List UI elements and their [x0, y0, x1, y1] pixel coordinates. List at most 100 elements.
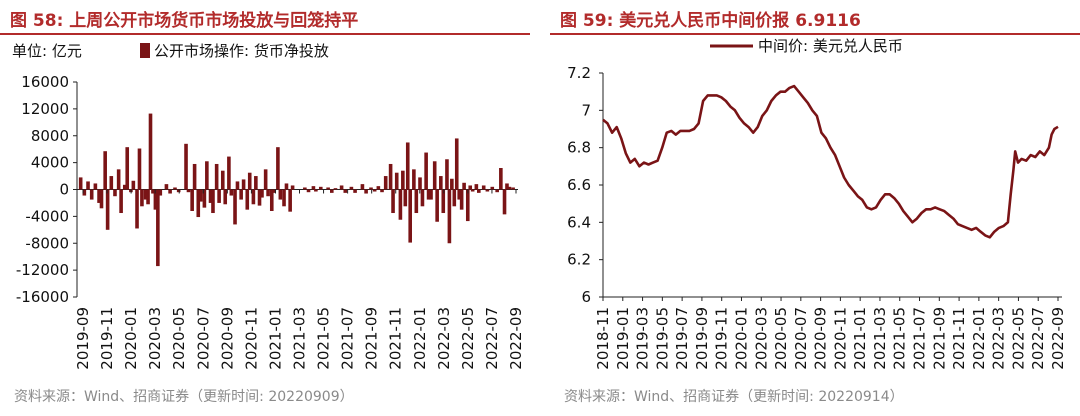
bar: [214, 163, 219, 190]
bar: [457, 189, 461, 200]
bar: [339, 185, 344, 190]
bar: [184, 143, 188, 190]
bar: [245, 189, 250, 210]
bar: [290, 185, 295, 190]
y-tick-label: 16000: [21, 73, 69, 91]
bar: [103, 151, 107, 190]
bar: [303, 187, 307, 190]
bar: [288, 189, 292, 212]
bar: [376, 186, 381, 190]
x-tick-label: 2022-09: [507, 307, 525, 370]
y-tick-label: 12000: [21, 100, 69, 118]
panel-usdcny: 图 59: 美元兑人民币中间价报 6.9116 中间价: 美元兑人民币 7.2 7 6…: [550, 0, 1080, 416]
bar: [420, 189, 425, 207]
bar: [405, 142, 410, 190]
bar: [408, 189, 412, 243]
bar: [196, 189, 201, 218]
y-tick-label: -8000: [25, 234, 69, 252]
x-tick-label: 2019-11: [713, 307, 731, 370]
bar: [113, 189, 117, 197]
x-tick-label: 2021-07: [911, 307, 929, 370]
bar: [485, 189, 490, 192]
legend-label: 公开市场操作: 货币净投放: [154, 42, 329, 60]
bar: [311, 186, 316, 190]
bar: [78, 177, 83, 190]
x-tick-label: 2022-05: [1009, 307, 1027, 370]
bar: [263, 169, 268, 190]
bar: [173, 187, 177, 190]
x-tick-label: 2020-05: [170, 307, 188, 370]
bar: [511, 187, 515, 190]
bar: [282, 189, 286, 207]
bar: [403, 189, 408, 207]
bar: [353, 189, 357, 193]
bar: [383, 176, 388, 190]
x-tick-label: 2020-09: [218, 307, 236, 370]
bar: [349, 186, 354, 190]
bar: [105, 189, 110, 230]
x-tick-label: 2022-03: [990, 307, 1008, 370]
bar: [140, 189, 144, 207]
bar: [398, 189, 403, 220]
bar: [369, 187, 373, 190]
y-tick-label: 7.2: [567, 64, 591, 82]
series-line-usdcny: [602, 84, 1059, 239]
bar: [247, 172, 252, 190]
bar: [450, 178, 454, 190]
bar: [229, 189, 234, 196]
x-tick-label: 2019-09: [693, 307, 711, 370]
bar: [454, 138, 459, 190]
y-tick-label: 4000: [31, 154, 69, 172]
bar: [447, 189, 452, 244]
unit-label: 单位: 亿元: [12, 42, 82, 60]
x-tick-label: 2021-03: [291, 307, 309, 370]
bar: [151, 189, 155, 194]
bar: [254, 176, 258, 190]
bar: [211, 189, 215, 214]
bar: [116, 169, 121, 190]
x-tick-label: 2020-03: [752, 307, 770, 370]
chart-title: 图 58: 上周公开市场货币市场投放与回笼持平: [10, 11, 359, 31]
source-note: 资料来源：Wind、招商证券（更新时间: 20220914）: [564, 389, 904, 405]
bar: [372, 189, 377, 192]
bar: [269, 189, 274, 211]
x-tick-label: 2020-01: [732, 307, 750, 370]
bar: [278, 189, 283, 200]
x-tick-label: 2021-07: [339, 307, 357, 370]
bar: [146, 189, 150, 205]
bar: [86, 181, 90, 190]
bar: [477, 189, 481, 193]
y-tick-label: 8000: [31, 127, 69, 145]
bar: [202, 189, 207, 208]
bar: [186, 189, 191, 193]
bar: [441, 189, 446, 214]
bar: [412, 169, 416, 190]
y-tick-label: 7: [581, 101, 591, 119]
bar: [89, 189, 94, 200]
bar: [424, 152, 428, 190]
bar: [364, 189, 368, 194]
bar: [135, 189, 139, 229]
bar: [93, 183, 98, 190]
x-tick-label: 2019-03: [634, 307, 652, 370]
y-tick-label: -12000: [16, 261, 69, 279]
bar: [326, 187, 330, 190]
x-tick-label: 2020-01: [122, 307, 140, 370]
y-tick-label: 0: [59, 181, 69, 199]
bar: [235, 181, 240, 190]
bar: [276, 147, 280, 190]
bar: [452, 189, 457, 207]
bar: [474, 184, 479, 190]
bar: [223, 189, 228, 205]
bar: [257, 189, 262, 206]
bar: [318, 186, 323, 190]
bar: [481, 185, 486, 190]
bar: [414, 189, 419, 214]
bar: [241, 179, 246, 190]
bar: [122, 184, 127, 190]
x-tick-label: 2021-09: [363, 307, 381, 370]
x-tick-label: 2022-07: [483, 307, 501, 370]
title-divider: [0, 33, 530, 35]
x-tick-label: 2019-11: [98, 307, 116, 370]
